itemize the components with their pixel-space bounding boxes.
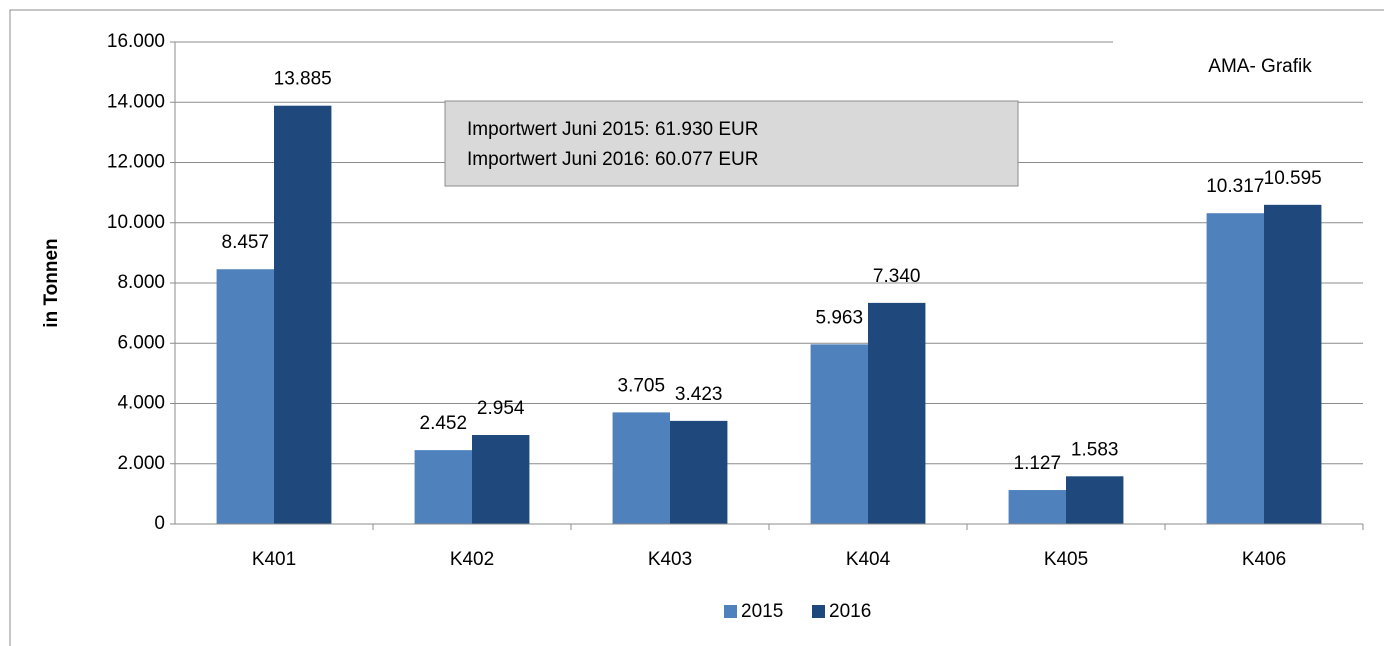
data-label: 1.127 (1014, 453, 1062, 474)
bar (1264, 204, 1322, 524)
data-label: 13.885 (274, 69, 332, 90)
bar (868, 302, 926, 524)
y-tick-label: 0 (154, 513, 165, 534)
y-tick-label: 2.000 (117, 453, 165, 474)
annotation: Importwert Juni 2016: 60.077 EUR (467, 149, 759, 170)
x-tick-label: K401 (252, 549, 296, 570)
bar (414, 450, 472, 524)
legend-swatch (724, 605, 737, 618)
y-tick-label: 16.000 (107, 31, 165, 52)
x-tick-label: K405 (1044, 549, 1088, 570)
bar (472, 435, 530, 524)
y-tick-label: 14.000 (107, 91, 165, 112)
annotation: Importwert Juni 2015: 61.930 EUR (467, 119, 759, 140)
data-label: 3.705 (618, 375, 666, 396)
bar (670, 420, 728, 524)
x-tick-label: K404 (846, 549, 891, 570)
bar (1206, 213, 1264, 524)
x-tick-label: K403 (648, 549, 692, 570)
bar (216, 269, 274, 524)
data-label: 10.595 (1264, 168, 1322, 189)
bar (274, 105, 332, 524)
annotation-box (444, 100, 1019, 187)
data-label: 8.457 (222, 232, 270, 253)
bar (1008, 490, 1066, 524)
y-tick-label: 8.000 (117, 272, 165, 293)
data-label: 5.963 (816, 307, 864, 328)
y-axis-title: in Tonnen (41, 238, 62, 327)
source-text: AMA- Grafik (1208, 56, 1312, 77)
data-label: 7.340 (873, 266, 921, 287)
y-tick-label: 12.000 (107, 152, 165, 173)
legend-label: 2015 (741, 601, 783, 622)
legend-label: 2016 (829, 601, 871, 622)
y-tick-label: 10.000 (107, 212, 165, 233)
data-label: 1.583 (1071, 439, 1119, 460)
x-tick-label: K402 (450, 549, 494, 570)
data-label: 2.954 (477, 398, 525, 419)
y-tick-label: 6.000 (117, 332, 165, 353)
x-tick-label: K406 (1242, 549, 1286, 570)
legend-swatch (812, 605, 825, 618)
data-label: 10.317 (1206, 176, 1264, 197)
data-label: 3.423 (675, 384, 723, 405)
data-label: 2.452 (420, 413, 468, 434)
bar (810, 344, 868, 524)
bar (1066, 476, 1124, 524)
source-box (1113, 36, 1365, 96)
bar (612, 412, 670, 524)
y-tick-label: 4.000 (117, 393, 165, 414)
